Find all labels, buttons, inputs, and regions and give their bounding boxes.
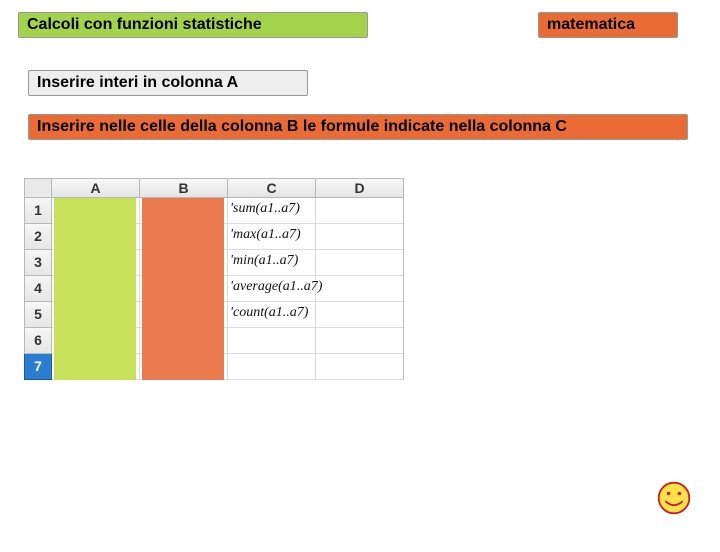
smiley-icon [656,480,692,516]
formula-c1: 'sum(a1..a7) [230,201,300,217]
row-header-selected[interactable]: 7 [24,354,52,380]
title-right: matematica [538,12,678,38]
instruction-1: Inserire interi in colonna A [28,70,308,96]
title-left: Calcoli con funzioni statistiche [18,12,368,38]
spreadsheet-corner [24,178,52,198]
row-numbers: 1 2 3 4 5 6 7 [24,198,52,380]
formula-c3: 'min(a1..a7) [230,253,298,269]
row-header[interactable]: 2 [24,224,52,250]
row-header[interactable]: 6 [24,328,52,354]
instruction-2: Inserire nelle celle della colonna B le … [28,114,688,140]
formula-c2: 'max(a1..a7) [230,227,301,243]
formula-c5: 'count(a1..a7) [230,305,308,321]
row-header[interactable]: 5 [24,302,52,328]
column-c[interactable]: 'sum(a1..a7) 'max(a1..a7) 'min(a1..a7) '… [228,198,316,380]
col-header-b[interactable]: B [140,178,228,198]
col-header-a[interactable]: A [52,178,140,198]
col-header-d[interactable]: D [316,178,404,198]
row-header[interactable]: 4 [24,276,52,302]
row-header[interactable]: 3 [24,250,52,276]
column-d[interactable] [316,198,404,380]
col-header-c[interactable]: C [228,178,316,198]
row-header[interactable]: 1 [24,198,52,224]
formula-c4: 'average(a1..a7) [230,279,322,295]
column-a[interactable] [52,198,140,380]
spreadsheet: A B C D 1 2 3 4 5 6 7 'sum(a [24,178,404,380]
column-b[interactable] [140,198,228,380]
column-b-highlight [142,198,224,380]
column-a-highlight [54,198,136,380]
spreadsheet-header-row: A B C D [24,178,404,198]
